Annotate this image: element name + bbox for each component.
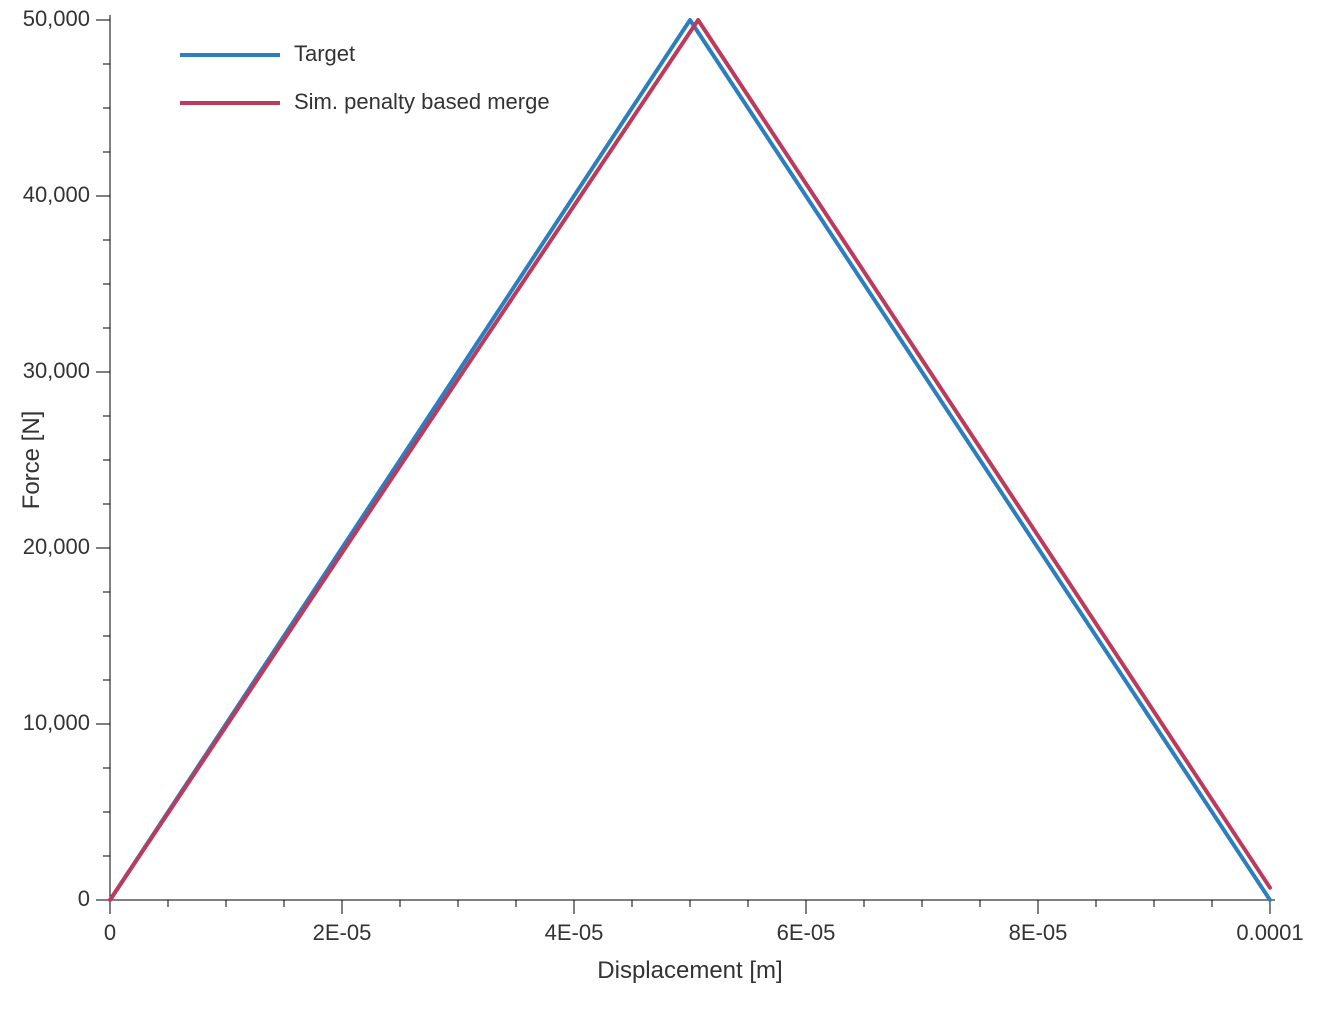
x-tick-label: 6E-05 (777, 920, 836, 945)
y-tick-label: 40,000 (23, 182, 90, 207)
y-tick-label: 10,000 (23, 710, 90, 735)
x-tick-label: 2E-05 (313, 920, 372, 945)
chart-container: 0 10,000 20,000 30,000 40,000 50,000 0 2E-05 4E-… (0, 0, 1339, 1024)
legend-label-1: Sim. penalty based merge (294, 89, 550, 114)
line-chart: 0 10,000 20,000 30,000 40,000 50,000 0 2E-05 4E-… (0, 0, 1339, 1024)
x-tick-label: 8E-05 (1009, 920, 1068, 945)
y-tick-label: 20,000 (23, 534, 90, 559)
y-tick-label: 30,000 (23, 358, 90, 383)
y-tick-label: 0 (78, 886, 90, 911)
chart-background (0, 0, 1339, 1024)
legend-label-0: Target (294, 41, 355, 66)
y-axis-title: Force [N] (18, 411, 45, 510)
y-tick-label: 50,000 (23, 6, 90, 31)
x-tick-label: 4E-05 (545, 920, 604, 945)
x-axis-title: Displacement [m] (597, 957, 782, 984)
x-tick-label: 0 (104, 920, 116, 945)
x-tick-label: 0.0001 (1236, 920, 1303, 945)
